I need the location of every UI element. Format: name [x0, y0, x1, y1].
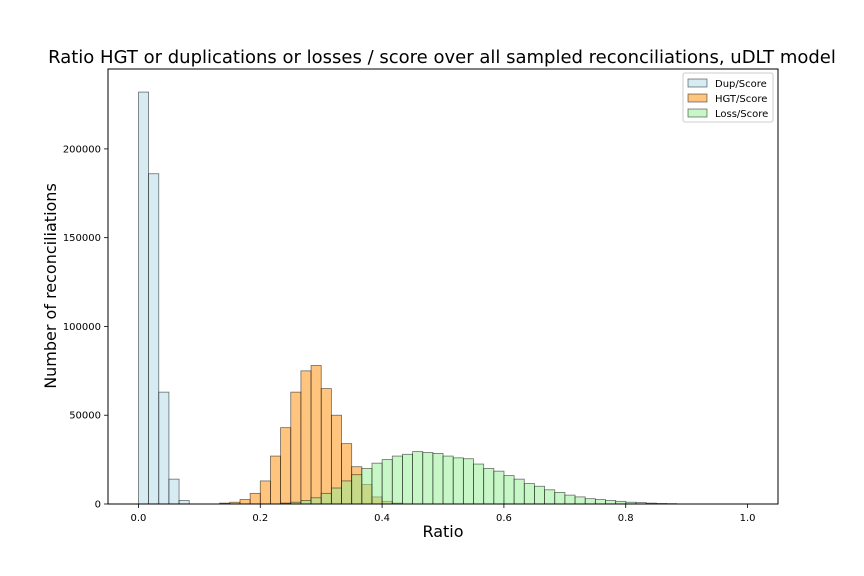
series-2: [280, 451, 677, 505]
histogram-bar: [178, 500, 190, 505]
histogram-bar: [148, 173, 160, 505]
histogram-bar: [371, 462, 383, 505]
x-tick-label: 0.2: [252, 513, 268, 524]
histogram-bar: [564, 494, 576, 505]
legend-swatch: [687, 93, 708, 103]
histogram-bar: [483, 468, 495, 505]
y-tick-label: 100000: [63, 322, 101, 333]
histogram-bar: [270, 455, 282, 505]
histogram-bar: [554, 492, 566, 505]
bars-layer: [138, 91, 677, 505]
histogram-bar: [300, 500, 312, 505]
histogram-bar: [422, 452, 434, 505]
x-tick-label: 0.0: [131, 513, 147, 524]
histogram-bar: [462, 458, 474, 505]
histogram-bar: [249, 492, 261, 505]
x-axis: 0.0 0.2 0.4 0.6 0.8 1.0: [131, 504, 756, 524]
histogram-bar: [442, 455, 454, 505]
legend-label: Loss/Score: [715, 109, 768, 120]
chart-title: Ratio HGT or duplications or losses / sc…: [48, 47, 836, 68]
x-tick-label: 0.8: [618, 513, 634, 524]
histogram-bar: [320, 492, 332, 505]
histogram-bar: [513, 478, 525, 505]
histogram-bar: [341, 480, 353, 505]
histogram-bar: [584, 498, 596, 505]
histogram-bar: [493, 470, 505, 505]
x-tick-label: 1.0: [740, 513, 756, 524]
histogram-bar: [432, 452, 444, 505]
legend-label: HGT/Score: [715, 94, 767, 105]
series-0: [138, 91, 190, 505]
histogram-bar: [259, 480, 271, 505]
histogram-bar: [574, 496, 586, 505]
histogram-bar: [391, 455, 403, 505]
legend-swatch: [687, 78, 708, 88]
legend-swatch: [687, 108, 708, 118]
histogram-bar: [138, 91, 150, 505]
histogram-bar: [330, 487, 342, 505]
y-tick-label: 200000: [63, 144, 101, 155]
histogram-bar: [290, 391, 302, 505]
y-axis: 0 50000 100000 150000 200000: [63, 144, 108, 511]
histogram-bar: [168, 478, 180, 505]
y-tick-label: 50000: [69, 411, 101, 422]
x-axis-title: Ratio: [422, 522, 463, 541]
histogram-bar: [503, 475, 515, 505]
histogram-bar: [158, 391, 170, 505]
histogram-bar: [239, 499, 251, 505]
histogram-bar: [412, 451, 424, 505]
legend-label: Dup/Score: [715, 79, 767, 90]
histogram-bar: [381, 459, 393, 505]
histogram-bar: [310, 365, 322, 505]
x-tick-label: 0.6: [496, 513, 512, 524]
histogram-bar: [402, 453, 414, 505]
y-axis-title: Number of reconciliations: [41, 183, 60, 389]
histogram-bar: [300, 370, 312, 505]
histogram-bar: [523, 483, 535, 505]
histogram-bar: [310, 497, 322, 505]
histogram-bar: [280, 427, 292, 505]
histogram-bar: [361, 468, 373, 505]
y-tick-label: 150000: [63, 233, 101, 244]
x-tick-label: 0.4: [374, 513, 390, 524]
histogram-bar: [473, 463, 485, 505]
histogram-bar: [544, 489, 556, 505]
legend: Dup/Score HGT/Score Loss/Score: [682, 72, 774, 123]
histogram-bar: [452, 457, 464, 505]
histogram-bar: [534, 485, 545, 505]
histogram-bar: [605, 500, 617, 505]
histogram-bar: [320, 388, 332, 505]
plot-frame: [107, 68, 779, 505]
y-tick-label: 0: [95, 500, 101, 511]
histogram-bar: [594, 499, 606, 505]
histogram-bar: [351, 474, 363, 505]
